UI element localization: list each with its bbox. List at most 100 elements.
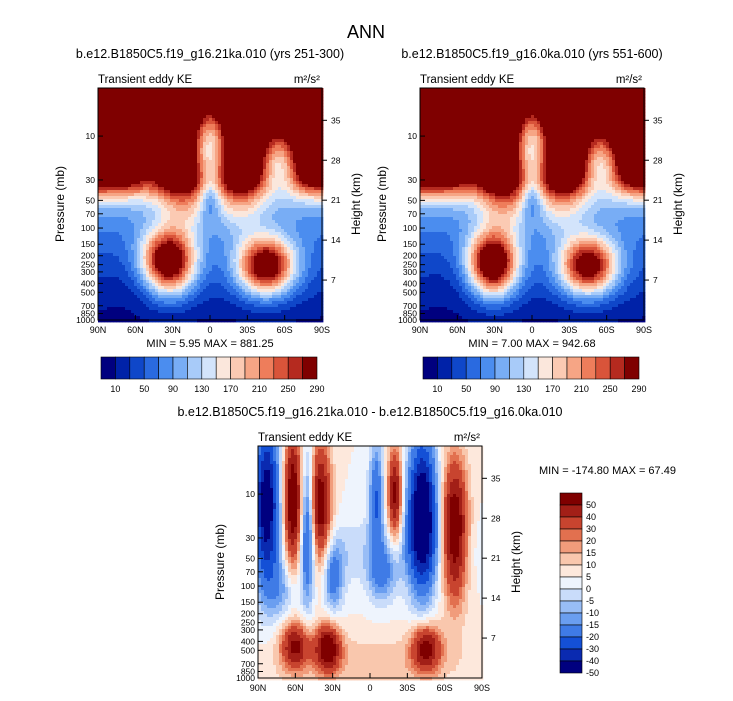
colorbar-swatch — [173, 357, 187, 379]
x-tick-label: 30S — [399, 683, 415, 693]
colorbar-swatch — [231, 357, 245, 379]
colorbar-label: -40 — [586, 656, 599, 666]
height-tick-label: 35 — [653, 115, 663, 125]
height-tick-label: 35 — [331, 115, 341, 125]
colorbar-swatch — [567, 357, 581, 379]
colorbar-swatch — [560, 589, 582, 601]
colorbar-swatch — [560, 553, 582, 565]
y-tick-label: 300 — [403, 267, 417, 277]
colorbar-label: 20 — [586, 536, 596, 546]
y-tick-label: 500 — [81, 287, 95, 297]
colorbar-label: 290 — [631, 384, 646, 394]
field-label: Transient eddy KE — [420, 74, 515, 86]
x-tick-label: 90S — [474, 683, 490, 693]
colorbar-label: 130 — [516, 384, 531, 394]
colorbar-swatch — [560, 625, 582, 637]
height-tick-label: 28 — [331, 155, 341, 165]
min-max-label: MIN = 7.00 MAX = 942.68 — [468, 338, 595, 350]
min-max-label: MIN = -174.80 MAX = 67.49 — [539, 465, 676, 477]
colorbar-swatch — [560, 505, 582, 517]
y-axis-title: Pressure (mb) — [375, 166, 389, 242]
figure-canvas: ANN b.e12.B1850C5.f19_g16.21ka.010 (yrs … — [0, 0, 733, 701]
colorbar-swatch — [159, 357, 173, 379]
colorbar-label: 10 — [586, 560, 596, 570]
height-tick-label: 7 — [491, 633, 496, 643]
colorbar-swatch — [560, 577, 582, 589]
y-axis-right-title: Height (km) — [349, 173, 363, 235]
y-tick-label: 70 — [246, 567, 256, 577]
colorbar-swatch — [560, 601, 582, 613]
units-label: m²/s² — [454, 432, 480, 444]
heatmap-cells — [98, 88, 323, 322]
y-axis-title: Pressure (mb) — [213, 524, 227, 600]
colorbar-label: 50 — [139, 384, 149, 394]
y-tick-label: 100 — [403, 223, 417, 233]
colorbar-swatch — [560, 649, 582, 661]
height-tick-label: 14 — [653, 235, 663, 245]
colorbar-label: 10 — [110, 384, 120, 394]
colorbar-label: 210 — [574, 384, 589, 394]
colorbar-swatch — [509, 357, 523, 379]
x-tick-label: 60S — [277, 325, 293, 335]
x-tick-label: 90N — [412, 325, 429, 335]
colorbar-swatch — [437, 357, 451, 379]
units-label: m²/s² — [616, 74, 642, 86]
colorbar-swatch — [495, 357, 509, 379]
x-tick-label: 60S — [599, 325, 615, 335]
y-axis-right-title: Height (km) — [671, 173, 685, 235]
x-tick-label: 90N — [250, 683, 267, 693]
y-tick-label: 50 — [86, 195, 96, 205]
colorbar-swatch — [303, 357, 317, 379]
x-tick-label: 60N — [127, 325, 144, 335]
x-tick-label: 90S — [314, 325, 330, 335]
colorbar-label: 210 — [252, 384, 267, 394]
height-tick-label: 21 — [331, 195, 341, 205]
colorbar-swatch — [560, 529, 582, 541]
y-tick-label: 500 — [403, 287, 417, 297]
colorbar-label: 90 — [168, 384, 178, 394]
colorbar-swatch — [538, 357, 552, 379]
y-tick-label: 150 — [403, 239, 417, 249]
colorbar-swatch — [560, 661, 582, 673]
heatmap-cells — [258, 446, 483, 680]
panel-title: b.e12.B1850C5.f19_g16.21ka.010 (yrs 251-… — [76, 47, 344, 61]
colorbar-swatch — [560, 637, 582, 649]
y-tick-label: 10 — [408, 131, 418, 141]
colorbar-label: 170 — [223, 384, 238, 394]
colorbar-label: 250 — [281, 384, 296, 394]
panel-title: b.e12.B1850C5.f19_g16.21ka.010 - b.e12.B… — [177, 405, 562, 419]
colorbar-swatch — [481, 357, 495, 379]
colorbar-1: 10 50 90 130 170 210 250 290 — [101, 357, 325, 394]
colorbar-swatch — [596, 357, 610, 379]
x-tick-label: 30N — [164, 325, 181, 335]
colorbar-2: 10 50 90 130 170 210 250 290 — [423, 357, 647, 394]
colorbar-swatch — [560, 613, 582, 625]
colorbar-label: -30 — [586, 644, 599, 654]
height-tick-label: 21 — [491, 553, 501, 563]
colorbar-label: 90 — [490, 384, 500, 394]
y-tick-label: 500 — [241, 645, 255, 655]
colorbar-swatch — [625, 357, 639, 379]
colorbar-swatch — [452, 357, 466, 379]
colorbar-label: -50 — [586, 668, 599, 678]
y-tick-label: 1000 — [236, 673, 255, 683]
x-tick-label: 30N — [486, 325, 503, 335]
colorbar-swatch — [144, 357, 158, 379]
colorbar-swatch — [245, 357, 259, 379]
y-axis-title: Pressure (mb) — [53, 166, 67, 242]
colorbar-label: 170 — [545, 384, 560, 394]
height-tick-label: 14 — [331, 235, 341, 245]
height-tick-label: 14 — [491, 593, 501, 603]
x-tick-label: 90S — [636, 325, 652, 335]
chart-panel-1: b.e12.B1850C5.f19_g16.21ka.010 (yrs 251-… — [53, 47, 363, 350]
colorbar-label: 130 — [194, 384, 209, 394]
y-tick-label: 70 — [408, 209, 418, 219]
y-tick-label: 100 — [81, 223, 95, 233]
colorbar-swatch — [288, 357, 302, 379]
colorbar-label: 5 — [586, 572, 591, 582]
x-tick-label: 0 — [207, 325, 212, 335]
min-max-label: MIN = 5.95 MAX = 881.25 — [146, 338, 273, 350]
colorbar-label: 250 — [603, 384, 618, 394]
x-tick-label: 60N — [449, 325, 466, 335]
x-tick-label: 0 — [367, 683, 372, 693]
